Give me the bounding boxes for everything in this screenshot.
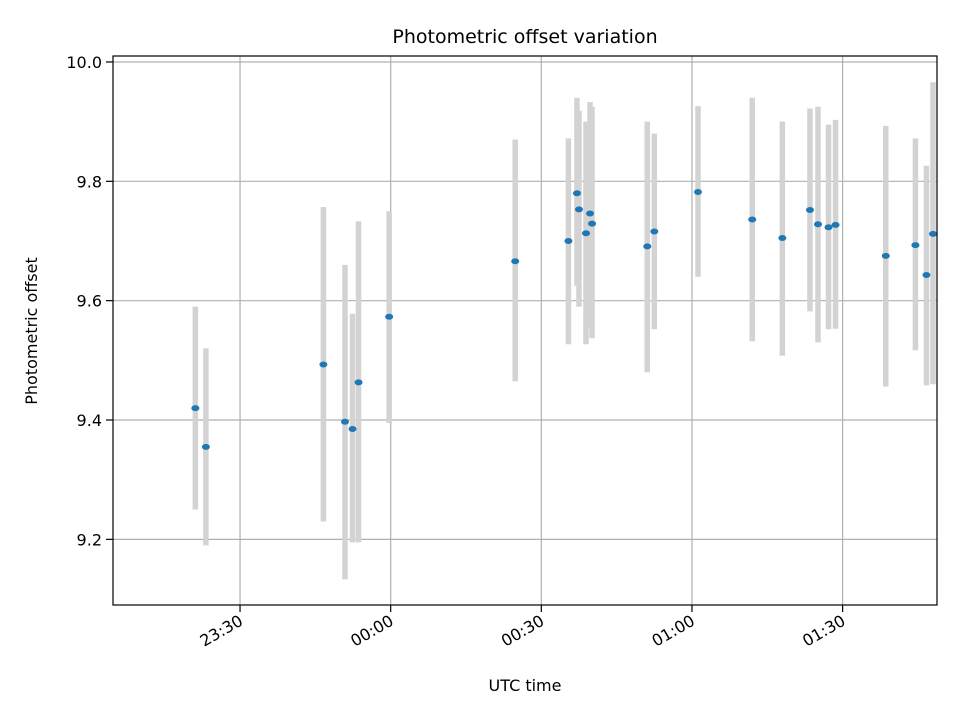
data-point — [824, 224, 833, 231]
data-point — [348, 425, 357, 432]
data-point — [748, 216, 757, 223]
data-point — [805, 206, 814, 213]
data-point — [881, 252, 890, 259]
x-axis-label: UTC time — [489, 676, 562, 695]
y-tick-label: 9.6 — [77, 292, 102, 311]
data-point — [813, 221, 822, 228]
y-axis-ticks: 9.2 9.4 9.6 9.8 10.0 — [66, 53, 113, 549]
data-points — [191, 189, 937, 450]
data-point — [191, 405, 200, 412]
data-point — [511, 258, 520, 265]
data-point — [693, 189, 702, 196]
data-point — [572, 190, 581, 197]
chart-title: Photometric offset variation — [392, 26, 657, 48]
data-point — [319, 361, 328, 368]
data-point — [574, 206, 583, 213]
y-tick-label: 9.8 — [77, 172, 102, 191]
data-point — [586, 210, 595, 217]
plot-frame — [112, 55, 938, 606]
y-tick-label: 9.4 — [77, 411, 102, 430]
data-point — [385, 313, 394, 320]
data-point — [831, 221, 840, 228]
data-point — [778, 235, 787, 242]
data-point — [201, 443, 210, 450]
data-point — [643, 243, 652, 250]
data-point — [354, 379, 363, 386]
y-tick-label: 9.2 — [77, 530, 102, 549]
data-point — [911, 242, 920, 249]
data-point — [582, 230, 591, 237]
data-point — [340, 418, 349, 425]
data-point — [922, 272, 931, 279]
y-tick-label: 10.0 — [66, 53, 102, 72]
data-point — [929, 230, 937, 237]
y-axis-label: Photometric offset — [22, 257, 41, 405]
data-point — [650, 228, 659, 235]
data-point — [588, 220, 597, 227]
data-point — [564, 237, 573, 244]
